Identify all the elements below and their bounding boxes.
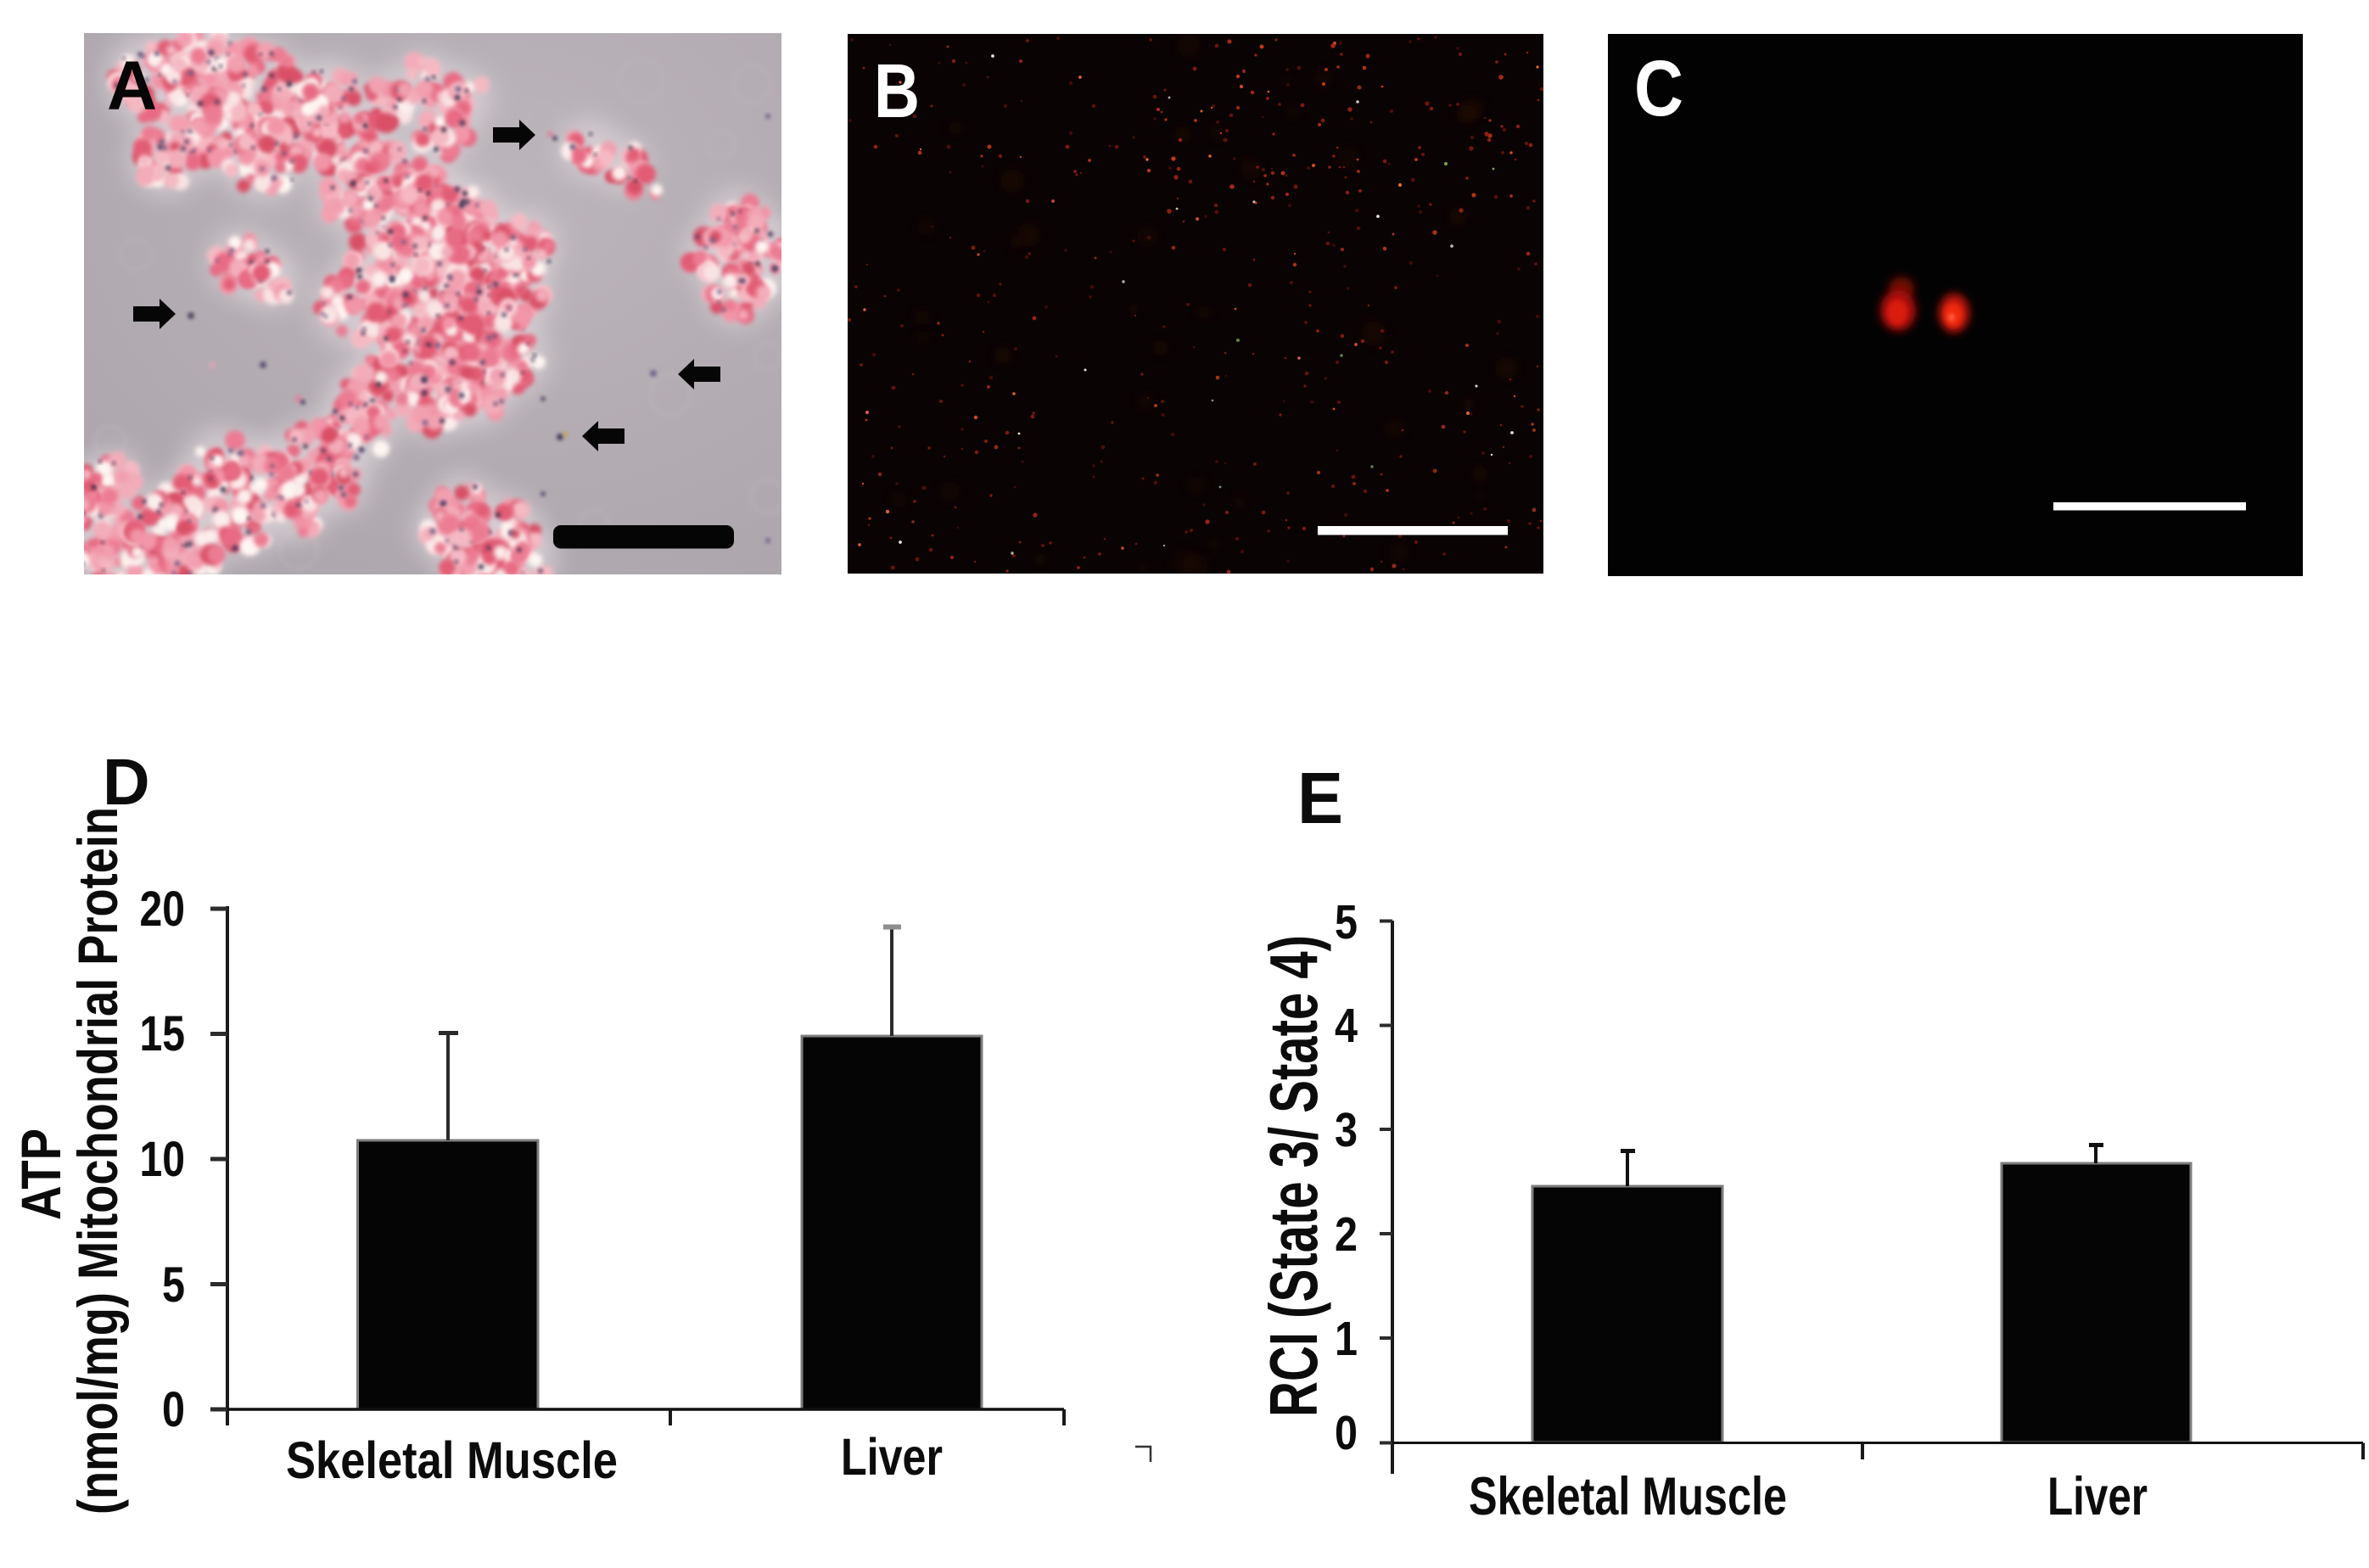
svg-text:10: 10 (140, 1132, 186, 1187)
svg-text:Skeletal Muscle: Skeletal Muscle (286, 1431, 618, 1489)
svg-text:1: 1 (1335, 1312, 1358, 1366)
svg-text:C: C (1634, 44, 1683, 132)
svg-text:4: 4 (1335, 999, 1358, 1053)
svg-text:E: E (1297, 759, 1343, 839)
svg-text:Liver: Liver (2047, 1467, 2148, 1526)
svg-text:15: 15 (140, 1006, 186, 1061)
svg-text:0: 0 (1335, 1406, 1358, 1460)
svg-text:ATP: ATP (9, 1128, 72, 1220)
svg-text:D: D (103, 746, 150, 819)
svg-text:3: 3 (1335, 1103, 1358, 1157)
svg-text:Liver: Liver (841, 1428, 943, 1486)
svg-text:RCI (State 3/ State 4): RCI (State 3/ State 4) (1256, 935, 1331, 1417)
svg-text:Skeletal Muscle: Skeletal Muscle (1469, 1467, 1787, 1526)
svg-text:5: 5 (162, 1257, 185, 1313)
svg-text:A: A (107, 48, 157, 125)
svg-text:20: 20 (140, 882, 186, 937)
svg-text:0: 0 (162, 1382, 185, 1437)
svg-text:5: 5 (1335, 895, 1358, 949)
svg-text:B: B (874, 49, 920, 134)
svg-text:(nmol/mg) Mitochondrial Protei: (nmol/mg) Mitochondrial Protein (66, 807, 129, 1515)
svg-text:2: 2 (1335, 1207, 1358, 1262)
